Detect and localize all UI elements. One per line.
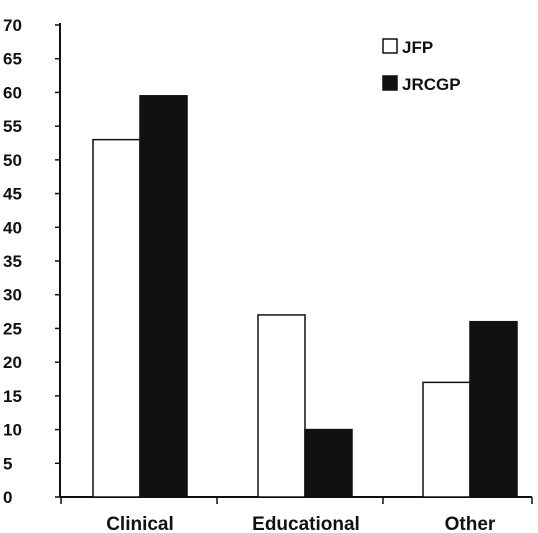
y-tick-label: 45 [3, 185, 22, 204]
y-tick-label: 55 [3, 117, 22, 136]
bar-jrcgp-educational [304, 428, 353, 498]
y-tick-label: 20 [3, 353, 22, 372]
y-tick-label: 50 [3, 151, 22, 170]
bar-jrcgp-clinical [139, 95, 188, 498]
x-category-label: Clinical [106, 514, 174, 533]
legend-swatch-jrcgp [382, 75, 398, 91]
x-category-label: Educational [252, 514, 360, 533]
y-tick-label: 30 [3, 286, 22, 305]
y-tick-label: 65 [3, 50, 22, 69]
bars [92, 95, 518, 498]
y-tick-label: 5 [3, 454, 12, 473]
x-category-label: Other [445, 514, 496, 533]
y-tick-label: 60 [3, 83, 22, 102]
legend-swatch-jfp [382, 38, 398, 54]
y-tick-label: 10 [3, 421, 22, 440]
x-axis-labels: Clinical Educational Other [60, 497, 533, 533]
bar-jfp-other [422, 381, 471, 498]
y-tick-label: 0 [3, 488, 12, 507]
bar-jfp-educational [257, 314, 306, 498]
bar-jfp-clinical [92, 138, 141, 498]
legend-label-jfp: JFP [402, 38, 433, 57]
y-tick-label: 35 [3, 252, 22, 271]
y-tick-label: 40 [3, 218, 22, 237]
y-tick-label: 25 [3, 319, 22, 338]
legend: JFP JRCGP [382, 38, 461, 94]
legend-label-jrcgp: JRCGP [402, 75, 461, 94]
bar-jrcgp-other [469, 320, 518, 498]
y-tick-label: 70 [3, 16, 22, 35]
y-axis-ticks: 0 5 10 15 20 25 30 35 40 45 50 55 60 65 70 [3, 16, 60, 507]
y-tick-label: 15 [3, 387, 22, 406]
